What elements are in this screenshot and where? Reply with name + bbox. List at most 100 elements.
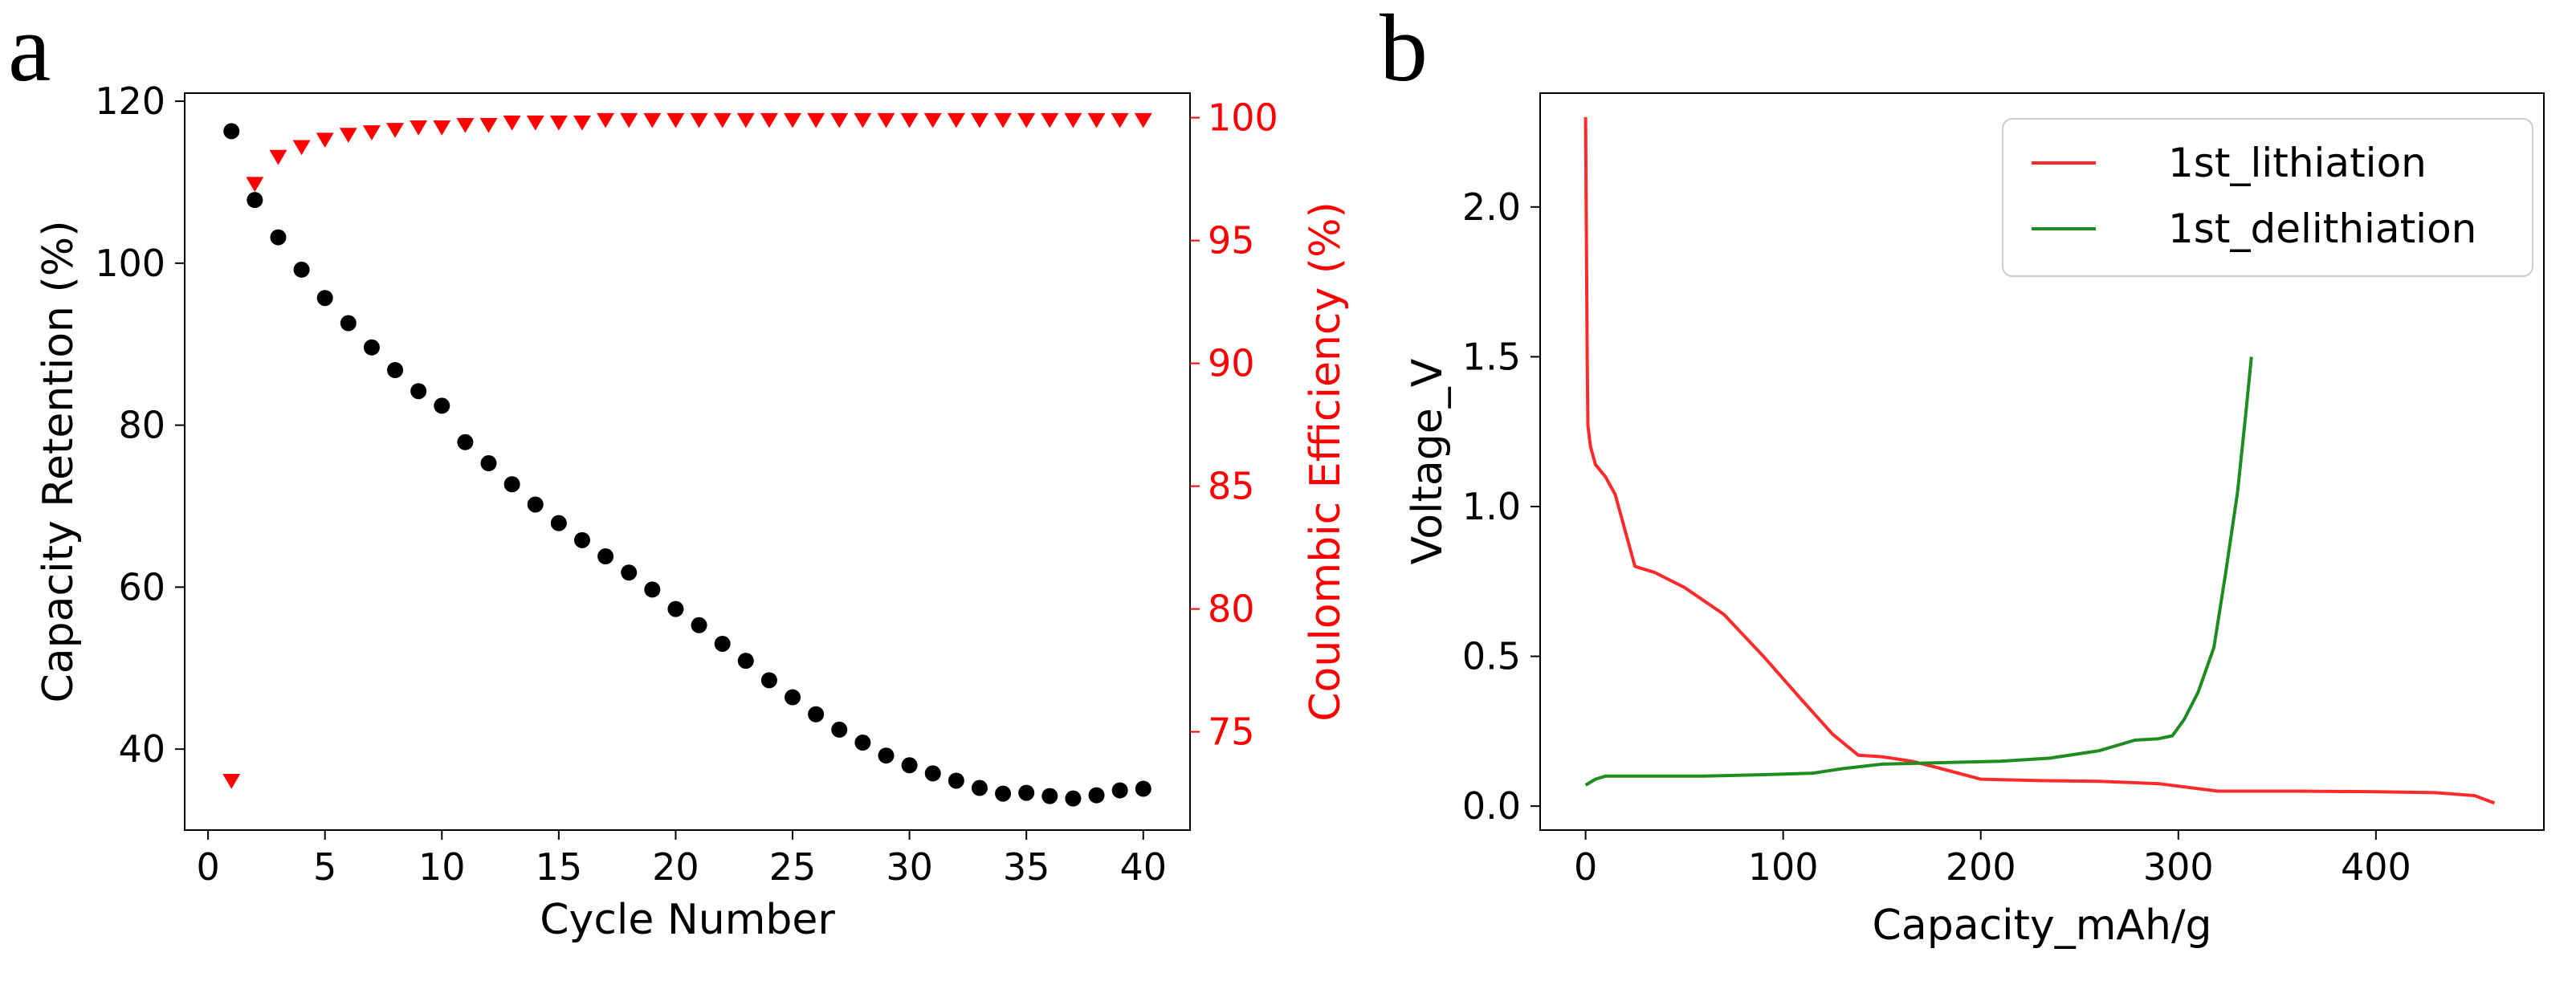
efficiency-point [503, 115, 521, 131]
chart-b-x-axis-label: Capacity_mAh/g [1873, 902, 2212, 950]
a-y2-tick-label: 80 [1208, 588, 1255, 631]
a-x-tick-label: 35 [1003, 845, 1050, 889]
efficiency-point [713, 112, 732, 128]
retention-point [667, 600, 684, 617]
efficiency-point [386, 123, 405, 138]
retention-point [901, 757, 918, 774]
a-y2-tick-label: 75 [1208, 710, 1255, 754]
chart-b: 0 100 200 300 400 0.0 0.5 1.0 1.5 2.0 Capacity_m… [1404, 92, 2545, 950]
a-y-tick-label: 100 [95, 242, 165, 285]
efficiency-point [736, 112, 755, 128]
b-y-tick-label: 2.0 [1462, 185, 1521, 229]
a-y2-tick-label: 90 [1208, 342, 1255, 385]
efficiency-point [410, 120, 428, 136]
panel-label-a: a [8, 0, 51, 101]
efficiency-point [947, 112, 965, 128]
efficiency-point [246, 177, 264, 193]
a-x-tick-label: 5 [313, 845, 336, 889]
retention-point [995, 785, 1012, 802]
a-y2-tick-label: 95 [1208, 219, 1255, 263]
a-y-tick-label: 120 [95, 79, 165, 123]
retention-point [340, 315, 357, 332]
b-x-tick-label: 100 [1748, 845, 1819, 889]
retention-point [854, 735, 871, 751]
retention-point [1135, 780, 1151, 797]
efficiency-point [900, 112, 919, 128]
b-x-tick-label: 400 [2341, 845, 2411, 889]
efficiency-point [784, 112, 802, 128]
a-x-tick-label: 25 [769, 845, 817, 889]
retention-point [597, 548, 614, 565]
b-x-tick-label: 0 [1574, 845, 1597, 889]
retention-point [760, 672, 777, 689]
efficiency-point [690, 112, 708, 128]
retention-point [737, 653, 754, 670]
efficiency-point [1111, 112, 1129, 128]
chart-b-y-axis-label: Voltage_V [1404, 358, 1452, 564]
a-y2-tick-label: 85 [1208, 465, 1255, 508]
efficiency-point [479, 117, 498, 133]
a-x-tick-label: 10 [418, 845, 466, 889]
efficiency-point [456, 117, 475, 133]
efficiency-point [970, 112, 988, 128]
retention-point [316, 290, 333, 307]
efficiency-point [597, 112, 615, 128]
chart-a-y-ticks: 40 60 80 100 120 [95, 79, 185, 771]
efficiency-point [573, 115, 591, 131]
efficiency-point [854, 112, 872, 128]
retention-point [948, 772, 964, 789]
efficiency-point [549, 115, 568, 131]
a-y-tick-label: 40 [118, 727, 165, 771]
retention-point [573, 531, 590, 548]
retention-point [1111, 782, 1128, 799]
retention-point [410, 383, 427, 400]
efficiency-point [362, 125, 381, 140]
chart-a-y2-ticks: 75 80 85 90 95 100 [1190, 96, 1278, 754]
retention-point [971, 780, 988, 796]
a-x-tick-label: 30 [886, 845, 933, 889]
retention-point [808, 706, 825, 723]
retention-point [550, 515, 567, 531]
chart-b-y-ticks: 0.0 0.5 1.0 1.5 2.0 [1462, 185, 1540, 828]
efficiency-point [830, 112, 849, 128]
legend-label-lithiation: 1st_lithiation [2168, 140, 2427, 186]
efficiency-point [269, 149, 287, 165]
efficiency-point [666, 112, 685, 128]
series-line-lithiation [1584, 116, 2496, 805]
efficiency-point [526, 115, 544, 131]
b-y-tick-label: 0.5 [1462, 635, 1521, 678]
retention-point [503, 476, 520, 493]
retention-point [293, 261, 310, 278]
efficiency-point [339, 128, 357, 143]
chart-a-y2-axis-label: Coulombic Efficiency (%) [1302, 201, 1350, 722]
legend-box [2002, 118, 2533, 277]
retention-point [223, 123, 240, 140]
retention-point [270, 229, 287, 246]
chart-a-y-axis-label: Capacity Retention (%) [35, 220, 83, 702]
a-x-tick-label: 15 [536, 845, 583, 889]
efficiency-point [1041, 112, 1059, 128]
efficiency-point [1134, 112, 1152, 128]
a-y-tick-label: 60 [118, 565, 165, 609]
efficiency-point [1064, 112, 1082, 128]
retention-point [457, 434, 474, 450]
retention-point [1041, 788, 1058, 804]
retention-point [527, 496, 544, 513]
chart-a: 0 5 10 15 20 25 30 35 40 40 60 80 100 120 75 80 85 90 95… [35, 79, 1350, 944]
a-x-tick-label: 0 [196, 845, 219, 889]
b-y-tick-label: 1.0 [1462, 485, 1521, 528]
efficiency-point [1087, 112, 1106, 128]
series-line-delithiation [1584, 356, 2253, 787]
chart-b-marks [1584, 116, 2496, 805]
chart-a-marks [222, 112, 1152, 807]
chart-b-legend: 1st_lithiation 1st_delithiation [2002, 118, 2533, 277]
chart-b-frame [1539, 92, 2545, 831]
efficiency-point [620, 112, 638, 128]
retention-point [247, 192, 263, 209]
a-x-tick-label: 40 [1119, 845, 1167, 889]
retention-point [1018, 784, 1035, 801]
retention-point [714, 635, 731, 652]
retention-point [621, 564, 638, 581]
chart-a-x-ticks: 0 5 10 15 20 25 30 35 40 [196, 830, 1167, 889]
